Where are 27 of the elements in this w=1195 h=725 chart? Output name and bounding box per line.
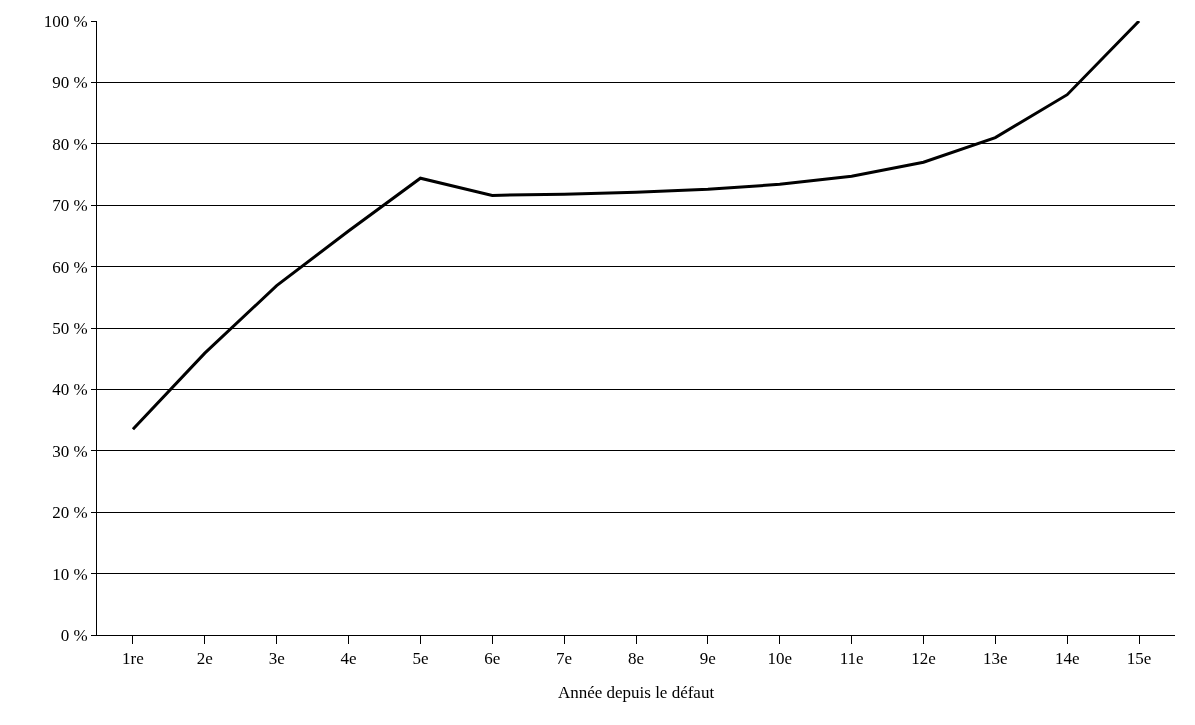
x-tick-label: 2e bbox=[196, 649, 213, 669]
x-tick-label: 3e bbox=[268, 649, 285, 669]
x-tick-label: 15e bbox=[1126, 649, 1152, 669]
x-tick-label: 8e bbox=[627, 649, 645, 669]
y-tick-label: 80 % bbox=[52, 134, 88, 154]
y-tick-label: 50 % bbox=[52, 318, 88, 338]
x-tick-label: 5e bbox=[412, 649, 429, 669]
x-tick-label: 9e bbox=[699, 649, 716, 669]
x-axis-title: Année depuis le défaut bbox=[557, 682, 715, 702]
y-tick-label: 20 % bbox=[52, 503, 88, 523]
y-tick-label: 70 % bbox=[52, 196, 88, 216]
x-tick-label: 6e bbox=[484, 649, 501, 669]
x-tick-label: 1re bbox=[122, 649, 144, 669]
y-tick-label: 0 % bbox=[60, 625, 88, 645]
x-tick-label: 11e bbox=[839, 649, 864, 669]
y-tick-label: 60 % bbox=[52, 257, 88, 277]
x-tick-label: 10e bbox=[767, 649, 792, 669]
y-tick-label: 90 % bbox=[52, 73, 88, 93]
x-tick-label: 12e bbox=[911, 649, 936, 669]
y-tick-label: 40 % bbox=[52, 380, 88, 400]
x-tick-label: 4e bbox=[340, 649, 357, 669]
y-tick-label: 30 % bbox=[52, 441, 88, 461]
y-tick-label: 100 % bbox=[43, 11, 88, 31]
y-tick-label: 10 % bbox=[52, 564, 88, 584]
x-tick-label: 14e bbox=[1054, 649, 1080, 669]
x-tick-label: 13e bbox=[983, 649, 1008, 669]
x-tick-label: 7e bbox=[556, 649, 573, 669]
